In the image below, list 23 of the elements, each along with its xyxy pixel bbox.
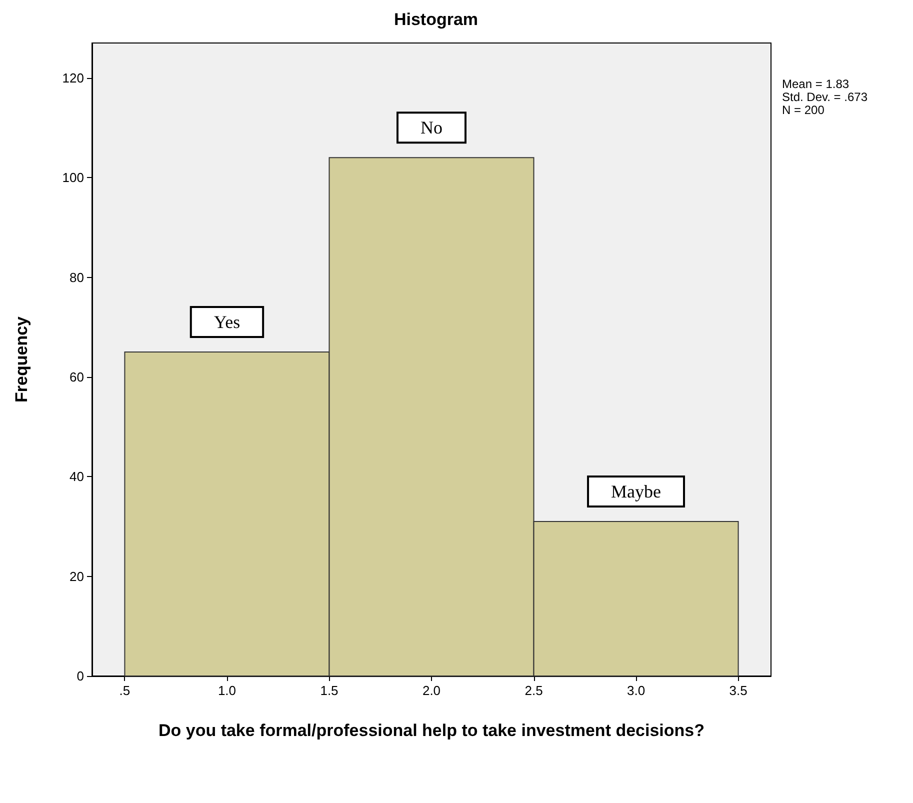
text: N = 200 (782, 103, 825, 117)
x-tick-label: 3.5 (729, 683, 748, 698)
y-tick-label: 20 (70, 568, 84, 584)
y-tick-label: 100 (62, 170, 84, 186)
y-tick-label: 40 (70, 469, 84, 484)
x-tick-label: 3.0 (626, 683, 646, 698)
y-tick-label: 60 (70, 369, 84, 384)
y-tick-label: 120 (62, 70, 84, 86)
y-tick-label: 0 (76, 668, 84, 684)
x-tick-label: 1.5 (320, 683, 338, 698)
annotation: Yes (214, 312, 240, 332)
annotation: No (420, 118, 442, 138)
x-tick-label: .5 (119, 683, 130, 698)
y-axis-title: Frequency (12, 316, 31, 402)
text: Std. Dev. = .673 (782, 90, 868, 104)
x-tick-label: 1.0 (218, 683, 236, 698)
x-tick-label: 2.5 (524, 683, 543, 698)
x-axis-title: Do you take formal/professional help to take investment decisions? (158, 721, 705, 740)
y-tick-label: 80 (70, 270, 84, 285)
annotation: Maybe (611, 481, 662, 502)
text: Mean = 1.83 (782, 77, 850, 91)
chart-title: Histogram (394, 10, 478, 29)
x-tick-label: 2.0 (422, 683, 441, 698)
